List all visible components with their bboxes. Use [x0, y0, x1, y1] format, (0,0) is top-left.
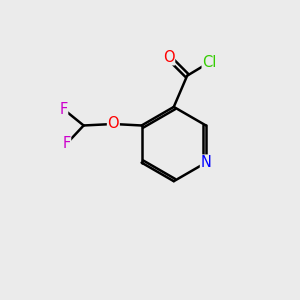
Text: F: F	[62, 136, 70, 152]
Text: F: F	[59, 102, 68, 117]
Text: Cl: Cl	[202, 55, 217, 70]
Text: O: O	[108, 116, 119, 131]
Text: O: O	[163, 50, 175, 65]
Text: N: N	[200, 155, 211, 170]
